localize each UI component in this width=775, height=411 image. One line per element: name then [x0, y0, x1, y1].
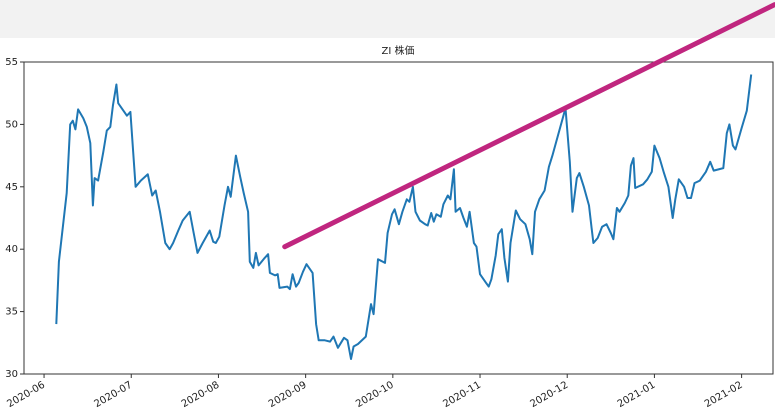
trend-line [282, 2, 775, 250]
y-tick-label: 45 [5, 182, 18, 193]
y-tick-label: 40 [5, 244, 18, 255]
x-tick-label: 2021-02 [703, 380, 745, 410]
x-tick-label: 2020-11 [441, 380, 483, 410]
plot-frame [23, 61, 774, 375]
x-tick-label: 2020-08 [180, 380, 222, 410]
price-line [55, 74, 753, 360]
x-tick-label: 2020-07 [93, 380, 135, 410]
chart-title: ZI 株価 [382, 44, 415, 57]
x-tick-label: 2020-12 [529, 380, 571, 410]
x-tick-label: 2020-10 [354, 380, 396, 410]
y-tick-label: 55 [5, 57, 18, 68]
x-tick-label: 2020-06 [5, 380, 47, 410]
y-tick-label: 50 [5, 119, 18, 130]
y-tick-label: 30 [5, 369, 18, 380]
x-tick-label: 2020-09 [267, 380, 309, 410]
x-tick-label: 2021-01 [616, 380, 658, 410]
header-bar [0, 0, 775, 38]
y-tick-label: 35 [5, 307, 18, 318]
